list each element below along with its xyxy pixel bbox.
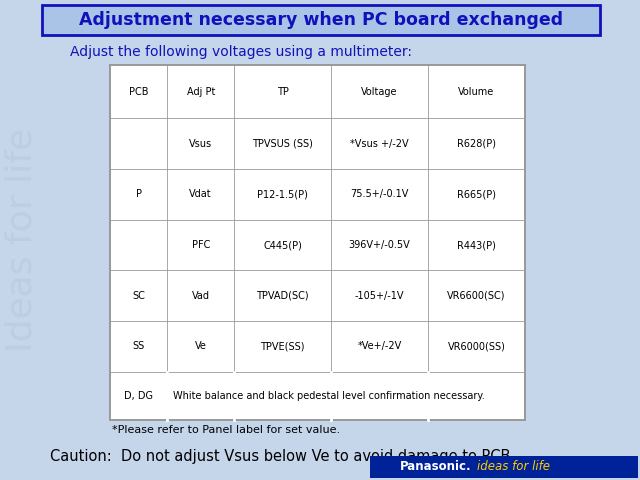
Text: Volume: Volume — [458, 86, 495, 96]
Text: -105+/-1V: -105+/-1V — [355, 291, 404, 301]
Text: Ve: Ve — [195, 341, 207, 351]
Text: D, DG: D, DG — [124, 391, 153, 401]
Text: Vdat: Vdat — [189, 189, 212, 199]
Text: ideas for life: ideas for life — [477, 460, 550, 473]
Text: VR6600(SC): VR6600(SC) — [447, 291, 506, 301]
Text: Voltage: Voltage — [362, 86, 398, 96]
Text: C445(P): C445(P) — [263, 240, 302, 250]
Text: 75.5+/-0.1V: 75.5+/-0.1V — [351, 189, 409, 199]
Text: TPVAD(SC): TPVAD(SC) — [257, 291, 309, 301]
Text: Vad: Vad — [192, 291, 210, 301]
Text: Ideas for life: Ideas for life — [5, 128, 39, 352]
Text: PCB: PCB — [129, 86, 148, 96]
Text: P12-1.5(P): P12-1.5(P) — [257, 189, 308, 199]
Text: P: P — [136, 189, 141, 199]
Text: 396V+/-0.5V: 396V+/-0.5V — [349, 240, 410, 250]
Text: Caution:  Do not adjust Vsus below Ve to avoid damage to PCB.: Caution: Do not adjust Vsus below Ve to … — [50, 448, 515, 464]
Text: R665(P): R665(P) — [457, 189, 496, 199]
Text: R628(P): R628(P) — [457, 139, 496, 149]
Text: White balance and black pedestal level confirmation necessary.: White balance and black pedestal level c… — [173, 391, 485, 401]
Text: SS: SS — [132, 341, 145, 351]
Text: *Vsus +/-2V: *Vsus +/-2V — [350, 139, 409, 149]
Text: PFC: PFC — [191, 240, 210, 250]
Bar — [370, 456, 638, 478]
Text: SC: SC — [132, 291, 145, 301]
Text: TPVE(SS): TPVE(SS) — [260, 341, 305, 351]
Text: *Ve+/-2V: *Ve+/-2V — [358, 341, 402, 351]
Text: Vsus: Vsus — [189, 139, 212, 149]
Text: *Please refer to Panel label for set value.: *Please refer to Panel label for set val… — [112, 425, 340, 435]
Text: VR6000(SS): VR6000(SS) — [447, 341, 506, 351]
Text: TPVSUS (SS): TPVSUS (SS) — [252, 139, 313, 149]
Text: Adjust the following voltages using a multimeter:: Adjust the following voltages using a mu… — [70, 45, 412, 59]
Text: TP: TP — [276, 86, 289, 96]
Text: Adjustment necessary when PC board exchanged: Adjustment necessary when PC board excha… — [79, 11, 563, 29]
Text: R443(P): R443(P) — [457, 240, 496, 250]
Text: Panasonic.: Panasonic. — [400, 460, 472, 473]
Bar — [42, 5, 600, 35]
Text: Adj Pt: Adj Pt — [186, 86, 215, 96]
Bar — [110, 65, 525, 420]
